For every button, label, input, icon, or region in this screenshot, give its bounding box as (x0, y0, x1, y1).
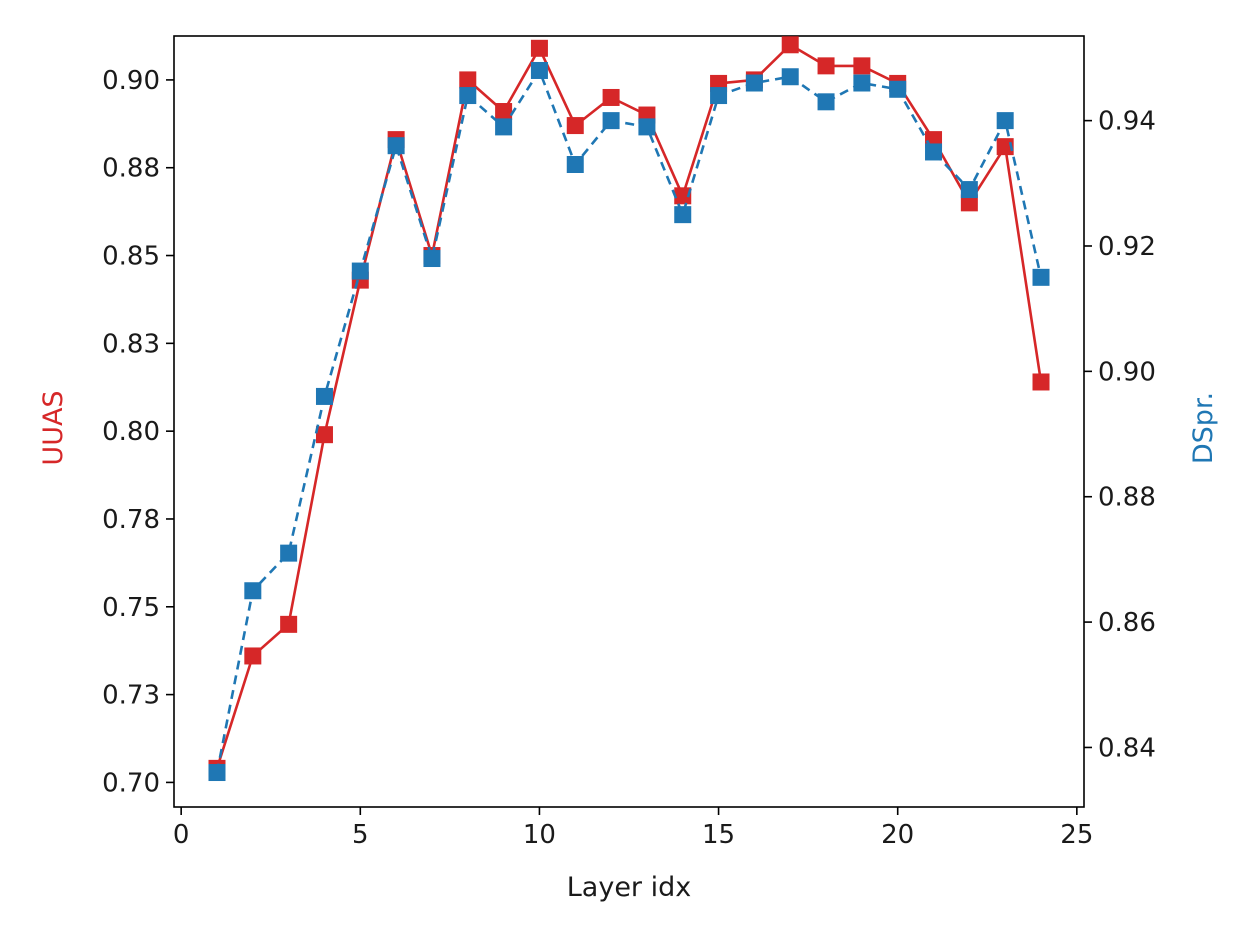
uuas-point (1032, 373, 1050, 391)
y-right-tick-label: 0.92 (1098, 232, 1156, 262)
dspr-point (853, 74, 871, 92)
y-left-tick-label: 0.73 (102, 681, 160, 711)
dspr-point (925, 143, 943, 161)
uuas-point (495, 103, 513, 121)
uuas-point (960, 194, 978, 212)
uuas-point (315, 426, 333, 444)
x-tick-label: 0 (173, 820, 190, 850)
uuas-point (781, 36, 799, 54)
y-left-tick-label: 0.85 (102, 242, 160, 272)
dspr-point (566, 156, 584, 173)
dspr-point (208, 764, 226, 782)
uuas-point (280, 615, 298, 633)
uuas-point (566, 117, 584, 135)
uuas-point (530, 39, 548, 57)
dspr-point (602, 112, 620, 130)
dspr-line (215, 69, 1043, 773)
dspr-point (817, 93, 835, 111)
y-left-tick-label: 0.80 (102, 417, 160, 447)
dspr-point (710, 87, 728, 105)
dspr-point (745, 74, 763, 92)
dspr-point (315, 387, 333, 405)
y-right-tick-label: 0.94 (1098, 107, 1156, 137)
dspr-point (638, 118, 656, 136)
y-left-tick-label: 0.70 (102, 768, 160, 798)
x-axis-label: Layer idx (567, 872, 692, 903)
y-right-tick-label: 0.86 (1098, 608, 1156, 638)
uuas-point (244, 647, 262, 665)
dspr-point (387, 137, 405, 155)
x-tick-label: 25 (1060, 820, 1093, 850)
dspr-point (674, 206, 692, 224)
y-right-axis-ticks: 0.84 0.86 0.88 0.90 0.92 0.94 (1084, 107, 1156, 763)
uuas-point (459, 71, 477, 89)
dspr-point (495, 118, 513, 136)
y-left-tick-label: 0.83 (102, 329, 160, 359)
dspr-point (889, 80, 907, 98)
x-tick-label: 15 (702, 820, 735, 850)
x-tick-label: 10 (523, 820, 556, 850)
dspr-point (530, 61, 548, 79)
y-left-tick-label: 0.88 (102, 154, 160, 184)
plot-border (173, 35, 1085, 808)
uuas-point (602, 88, 620, 106)
x-axis-ticks: 0 5 10 15 20 25 (173, 807, 1093, 850)
y-right-tick-label: 0.84 (1098, 733, 1156, 763)
y-right-axis-label: DSpr. (1188, 392, 1219, 464)
uuas-point (853, 57, 871, 75)
series-uuas (208, 36, 1050, 777)
y-right-tick-label: 0.90 (1098, 357, 1156, 387)
uuas-line (215, 43, 1043, 769)
uuas-point (674, 187, 692, 205)
dspr-point (280, 544, 298, 562)
y-left-tick-label: 0.78 (102, 505, 160, 535)
uuas-point (817, 57, 835, 75)
dspr-point (996, 112, 1014, 130)
dspr-point (244, 582, 262, 600)
x-tick-label: 20 (881, 820, 914, 850)
dspr-point (781, 68, 799, 86)
y-left-axis-label: UUAS (38, 390, 69, 465)
plot-frame (173, 35, 1085, 808)
dspr-point (423, 250, 441, 268)
y-left-tick-label: 0.75 (102, 593, 160, 623)
y-left-tick-label: 0.90 (102, 66, 160, 96)
dspr-point (459, 87, 477, 105)
dspr-point (351, 262, 369, 280)
dspr-point (960, 181, 978, 199)
dspr-point (1032, 268, 1050, 286)
y-right-tick-label: 0.88 (1098, 483, 1156, 513)
series-dspr (208, 61, 1050, 782)
y-left-axis-ticks: 0.70 0.73 0.75 0.78 0.80 0.83 0.85 0.88 0.90 (102, 66, 174, 798)
x-tick-label: 5 (352, 820, 369, 850)
